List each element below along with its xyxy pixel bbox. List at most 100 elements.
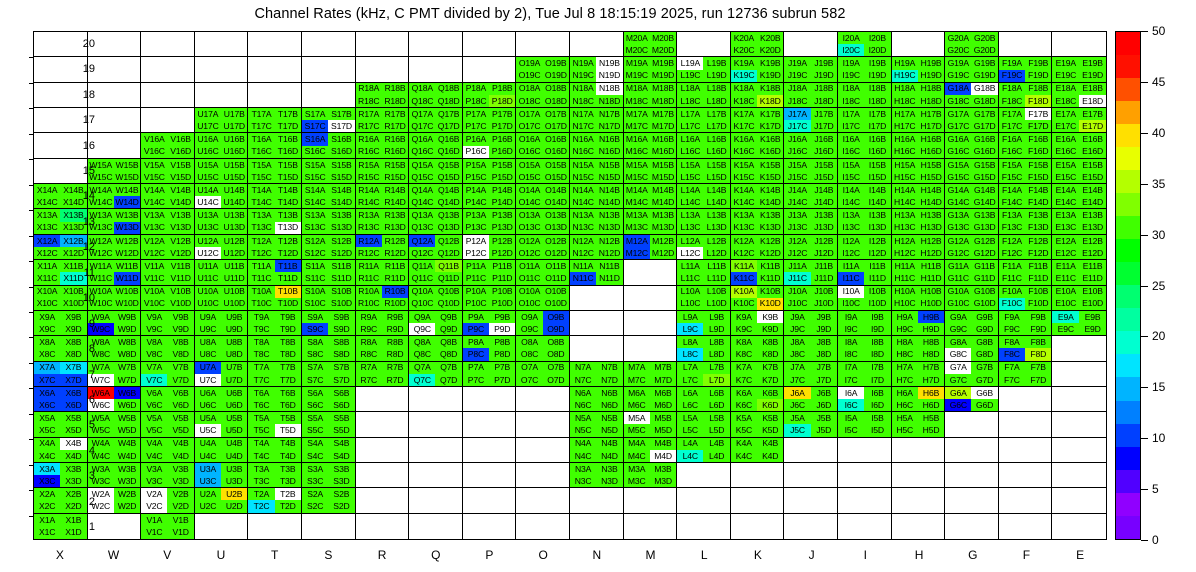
channel-cell[interactable]: L5D [703,424,730,437]
module-cell[interactable]: L9A L9B L9C L9D [677,310,731,337]
channel-cell[interactable]: G15C [945,170,972,184]
module-cell[interactable]: U11A U11B U11C U11D [194,260,249,286]
module-cell[interactable]: H10A H10B H10C H10D [891,285,946,311]
channel-cell[interactable]: N18D [596,94,623,108]
channel-cell[interactable]: O16C [516,145,543,158]
channel-cell[interactable]: F15C [998,170,1026,184]
channel-cell[interactable]: U4B [221,437,248,450]
module-cell[interactable]: I14A I14B I14C I14D [837,184,892,210]
channel-cell[interactable]: P15B [489,158,516,171]
channel-cell[interactable]: N19C [569,69,597,82]
channel-cell[interactable]: N16B [596,133,623,146]
channel-cell[interactable]: W7C [87,373,114,386]
channel-cell[interactable]: R18D [381,94,409,108]
channel-cell[interactable]: G12A [945,234,972,247]
channel-cell[interactable]: R15D [381,170,409,184]
channel-cell[interactable]: I19A [837,57,865,70]
channel-cell[interactable]: S13C [301,221,329,234]
channel-cell[interactable]: T10B [274,285,301,298]
channel-cell[interactable]: W3A [87,462,114,476]
channel-cell[interactable]: R7C [355,373,382,386]
channel-cell[interactable]: F10B [1025,285,1052,298]
channel-cell[interactable]: W13B [113,209,141,222]
channel-cell[interactable]: K15B [757,158,784,171]
channel-cell[interactable]: I6C [837,399,865,412]
channel-cell[interactable]: L15C [677,170,704,184]
module-cell[interactable]: N3A N3B N3C N3D [569,462,624,489]
channel-cell[interactable]: F16C [998,145,1026,158]
module-cell[interactable]: R14A R14B R14C R14D [355,184,410,210]
channel-cell[interactable]: R12A [355,234,382,247]
module-cell[interactable]: J5A J5B J5C J5D [784,412,838,438]
channel-cell[interactable]: N19A [569,57,597,70]
channel-cell[interactable]: H15C [891,170,918,184]
channel-cell[interactable]: W12C [87,246,114,260]
channel-cell[interactable]: W8C [87,348,114,361]
channel-cell[interactable]: X4C [34,449,61,462]
module-cell[interactable]: F15A F15B F15C F15D [998,158,1053,185]
channel-cell[interactable]: M15C [623,170,650,184]
channel-cell[interactable]: V11C [141,272,168,285]
module-cell[interactable]: O14A O14B O14C O14D [516,184,570,210]
channel-cell[interactable]: K17B [757,108,784,121]
channel-cell[interactable]: N13C [569,221,597,234]
channel-cell[interactable]: E10B [1079,285,1106,298]
module-cell[interactable]: T17A T17B T17C T17D [248,108,302,134]
channel-cell[interactable]: X13D [60,221,87,234]
channel-cell[interactable]: F14A [998,184,1026,197]
channel-cell[interactable]: N7D [596,373,623,386]
channel-cell[interactable]: P9B [489,310,516,324]
channel-cell[interactable]: V15A [141,158,168,171]
channel-cell[interactable]: S6D [328,399,355,412]
channel-cell[interactable]: Q17D [435,120,462,133]
module-cell[interactable]: X12A X12B X12C X12D [34,234,88,261]
channel-cell[interactable]: O18B [542,82,569,95]
module-cell[interactable]: H5A H5B H5C H5D [891,412,946,438]
channel-cell[interactable]: Q13C [409,221,436,234]
module-cell[interactable]: L19A L19B L19C L19D [677,57,731,83]
channel-cell[interactable]: F17B [1025,108,1052,121]
module-cell[interactable]: G7A G7B G7C G7D [945,361,999,387]
channel-cell[interactable]: R7D [381,373,409,386]
channel-cell[interactable]: H17B [917,108,945,121]
channel-cell[interactable]: J6C [784,399,811,412]
channel-cell[interactable]: H10C [891,297,918,310]
channel-cell[interactable]: Q13B [435,209,462,222]
channel-cell[interactable]: F15D [1025,170,1052,184]
channel-cell[interactable]: Q17A [409,108,436,121]
channel-cell[interactable]: O10D [542,297,569,310]
module-cell[interactable]: R11A R11B R11C R11D [355,260,410,286]
module-cell[interactable]: E15A E15B E15C E15D [1052,158,1106,185]
channel-cell[interactable]: X9A [34,310,61,324]
channel-cell[interactable]: K9C [730,323,758,336]
module-cell[interactable]: Q17A Q17B Q17C Q17D [409,108,463,134]
channel-cell[interactable]: N11D [596,272,623,285]
channel-cell[interactable]: M5B [649,412,677,425]
channel-cell[interactable]: F10C [998,297,1026,310]
channel-cell[interactable]: W6B [113,386,141,400]
channel-cell[interactable]: J19A [784,57,811,70]
channel-cell[interactable]: L6D [703,399,730,412]
channel-cell[interactable]: P16B [489,133,516,146]
channel-cell[interactable]: T14D [274,196,301,209]
channel-cell[interactable]: X13C [34,221,61,234]
channel-cell[interactable]: G9C [945,323,972,336]
channel-cell[interactable]: F13B [1025,209,1052,222]
channel-cell[interactable]: R11A [355,260,382,273]
channel-cell[interactable]: G14A [945,184,972,197]
channel-cell[interactable]: G6D [971,399,998,412]
channel-cell[interactable]: X2C [34,500,61,513]
module-cell[interactable]: M6A M6B M6C M6D [623,386,678,413]
module-cell[interactable]: M3A M3B M3C M3D [623,462,678,489]
channel-cell[interactable]: U10D [221,297,248,310]
channel-cell[interactable]: U7D [221,373,248,386]
channel-cell[interactable]: Q16A [409,133,436,146]
channel-cell[interactable]: M7A [623,361,650,374]
channel-cell[interactable]: M14C [623,196,650,209]
channel-cell[interactable]: H11D [917,272,945,285]
module-cell[interactable]: N19A N19B N19C N19D [569,57,624,83]
channel-cell[interactable]: J11B [810,260,837,273]
module-cell[interactable]: U15A U15B U15C U15D [194,158,249,185]
channel-cell[interactable]: L13C [677,221,704,234]
channel-cell[interactable]: S17C [301,120,329,133]
